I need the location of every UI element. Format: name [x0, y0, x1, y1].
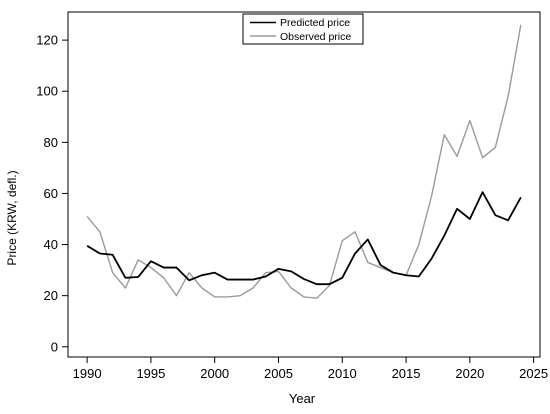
x-tick-label: 2015: [392, 366, 421, 381]
legend: Predicted price Observed price: [242, 13, 364, 45]
x-axis-label: Year: [289, 391, 316, 406]
plot-area: [67, 11, 541, 358]
x-tick-label: 1995: [136, 366, 165, 381]
y-tick-label: 60: [44, 186, 58, 201]
x-axis: 1990 1995 2000 2005 2010 2015 2020 2025: [73, 357, 548, 381]
plot-border: [67, 11, 541, 358]
x-tick-label: 2010: [328, 366, 357, 381]
y-tick-label: 120: [36, 33, 58, 48]
legend-box: [242, 13, 364, 45]
y-axis: 0 20 40 60 80 100 120: [36, 33, 68, 354]
series-line-observed-price: [86, 24, 522, 299]
x-tick-label: 2025: [519, 366, 548, 381]
series-layer: [86, 24, 522, 299]
legend-label-predicted: Predicted price: [280, 17, 350, 29]
y-tick-label: 100: [36, 84, 58, 99]
y-tick-label: 40: [44, 237, 58, 252]
x-tick-label: 2005: [264, 366, 293, 381]
y-axis-label: Price (KRW, defl.): [5, 170, 19, 265]
series-line-predicted-price: [86, 191, 522, 286]
y-tick-label: 80: [44, 135, 58, 150]
x-tick-label: 2020: [455, 366, 484, 381]
legend-label-observed: Observed price: [280, 31, 351, 43]
y-tick-label: 20: [44, 288, 58, 303]
y-tick-label: 0: [51, 339, 58, 354]
x-tick-label: 1990: [73, 366, 102, 381]
x-tick-label: 2000: [200, 366, 229, 381]
